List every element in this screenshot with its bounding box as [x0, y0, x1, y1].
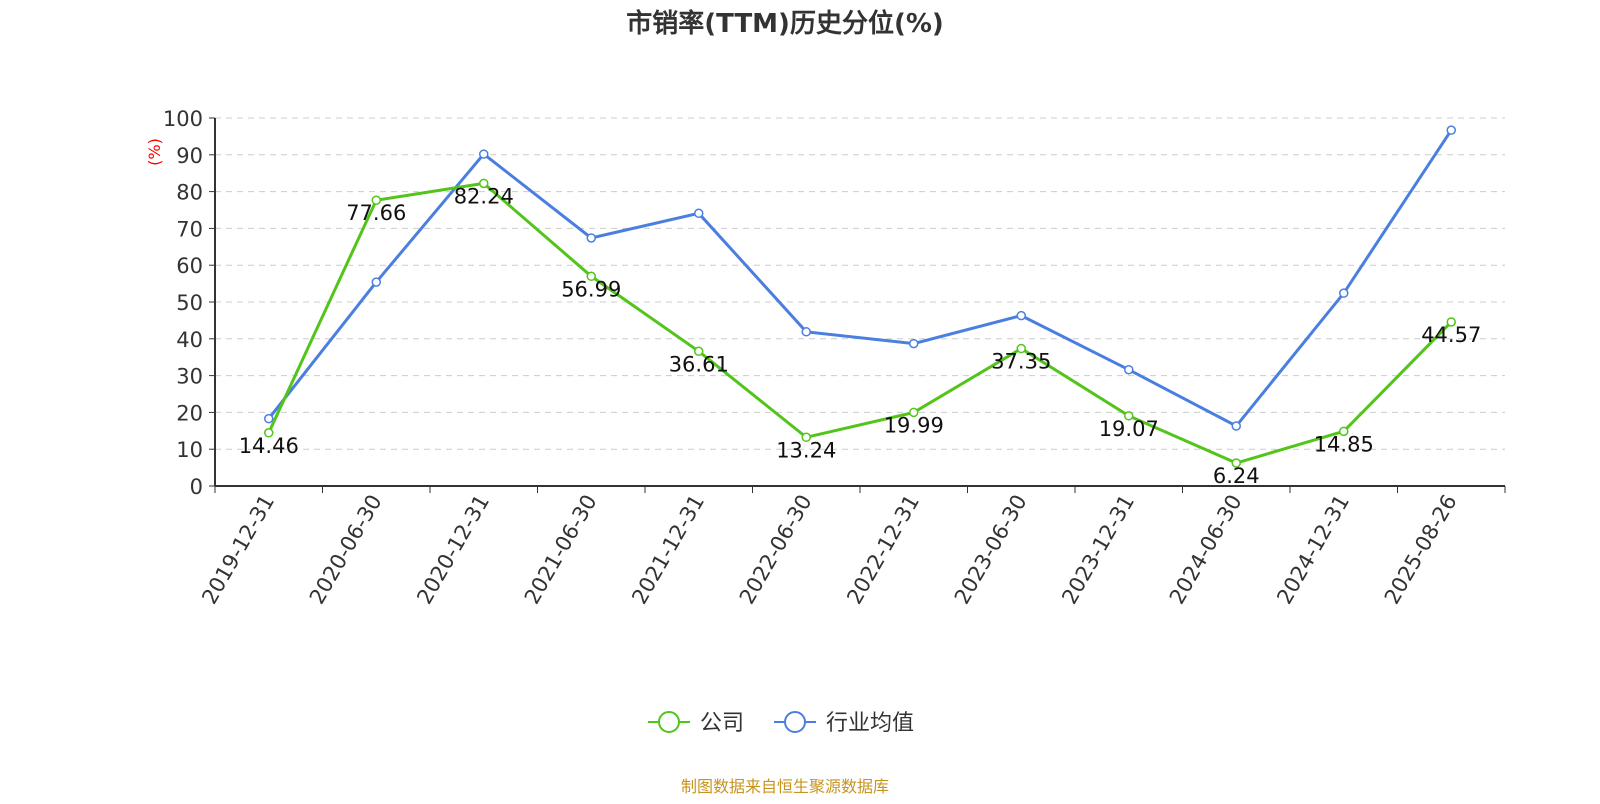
x-tick-label: 2022-06-30 — [735, 491, 817, 609]
data-point — [1016, 310, 1026, 321]
y-tick-label: 40 — [176, 328, 203, 352]
x-tick-label: 2019-12-31 — [197, 491, 279, 609]
y-tick-label: 90 — [176, 144, 203, 168]
data-label: 14.46 — [239, 434, 299, 458]
data-label: 77.66 — [346, 201, 406, 225]
data-point — [801, 327, 811, 337]
y-tick-label: 80 — [176, 181, 203, 205]
data-point — [1339, 426, 1349, 437]
data-point — [1016, 343, 1026, 354]
x-tick-label: 2024-12-31 — [1272, 491, 1354, 609]
data-point — [264, 413, 274, 424]
legend-marker-icon — [784, 711, 806, 733]
data-point — [1124, 411, 1134, 421]
legend-item[interactable]: 公司 — [648, 711, 744, 736]
y-tick-label: 0 — [190, 475, 203, 499]
data-point — [586, 233, 596, 243]
x-tick-label: 2023-06-30 — [950, 491, 1032, 609]
y-tick-label: 20 — [176, 401, 203, 425]
data-point — [801, 432, 811, 443]
legend: 公司 行业均值 — [648, 711, 914, 736]
data-point — [1231, 421, 1241, 431]
data-label: 44.57 — [1421, 323, 1481, 347]
grid — [215, 117, 1505, 450]
data-label: 13.24 — [776, 438, 836, 462]
data-point — [1446, 317, 1456, 327]
data-point — [1124, 364, 1134, 375]
data-label: 82.24 — [454, 184, 514, 208]
data-point — [479, 178, 489, 189]
data-point — [1339, 288, 1349, 298]
series-line — [267, 129, 1453, 428]
series-公司 — [264, 178, 1456, 468]
series: 14.46 77.66 82.24 56.99 36.61 13.24 19.99 37.35… — [239, 125, 1481, 488]
y-tick-label: 10 — [176, 438, 203, 462]
data-point — [1446, 125, 1456, 135]
y-tick-label: 100 — [163, 107, 203, 131]
x-tick-label: 2025-08-26 — [1380, 491, 1462, 609]
data-point — [371, 277, 381, 287]
data-point — [694, 346, 704, 357]
source-note: 制图数据来自恒生聚源数据库 — [681, 777, 889, 796]
y-axis-label: (%) — [145, 138, 164, 166]
x-tick-label: 2020-12-31 — [412, 491, 494, 609]
data-label: 56.99 — [561, 277, 621, 301]
x-tick-label: 2021-06-30 — [520, 491, 602, 609]
series-line — [267, 181, 1453, 465]
data-label: 19.99 — [884, 413, 944, 437]
legend-item[interactable]: 行业均值 — [774, 711, 914, 736]
y-tick-label: 60 — [176, 254, 203, 278]
data-point — [1231, 458, 1241, 468]
data-label: 37.35 — [991, 350, 1051, 374]
series-行业均值 — [264, 125, 1456, 431]
data-point — [479, 149, 489, 159]
data-label: 6.24 — [1213, 464, 1260, 488]
data-point — [909, 338, 919, 349]
x-tick-label: 2024-06-30 — [1165, 491, 1247, 609]
data-point — [909, 407, 919, 418]
data-label: 36.61 — [669, 352, 729, 376]
legend-marker-icon — [658, 711, 680, 733]
y-tick-label: 50 — [176, 291, 203, 315]
y-tick-label: 30 — [176, 365, 203, 389]
x-tick-label: 2023-12-31 — [1057, 491, 1139, 609]
legend-label: 行业均值 — [826, 711, 914, 736]
data-point — [694, 208, 704, 219]
legend-label: 公司 — [700, 711, 744, 736]
axes: 0 10 20 30 40 50 60 70 80 90 100 (%) 2019-12-31 2020-… — [145, 107, 1506, 609]
x-tick-label: 2022-12-31 — [842, 491, 924, 609]
x-tick-label: 2021-12-31 — [627, 491, 709, 609]
y-tick-label: 70 — [176, 217, 203, 241]
data-label: 14.85 — [1314, 432, 1374, 456]
data-label: 19.07 — [1099, 417, 1159, 441]
chart-title: 市销率(TTM)历史分位(%) — [626, 8, 944, 39]
data-point — [371, 195, 381, 205]
data-point — [264, 428, 274, 438]
x-tick-label: 2020-06-30 — [305, 491, 387, 609]
data-point — [586, 271, 596, 282]
